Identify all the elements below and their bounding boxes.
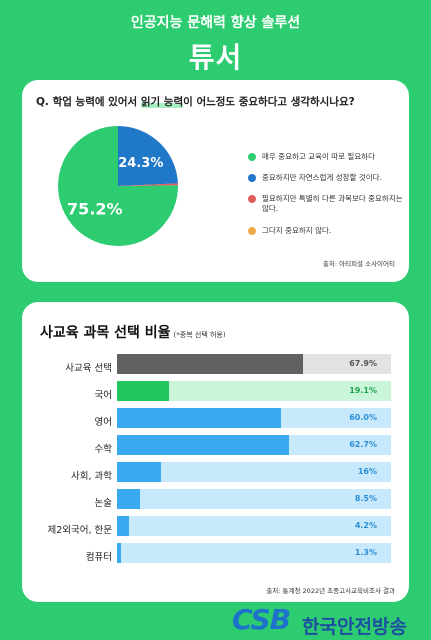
bar-row: 사교육 선택 67.9% [22, 354, 409, 381]
bar-chart: 사교육 선택 67.9% 국어 19.1% 영어 60.0% 수학 62.7% 사회, 과학 16… [22, 354, 409, 570]
csb-logo: CSB [232, 603, 291, 636]
pie-slice-label: 24.3% [118, 156, 163, 171]
bar-category-label: 영어 [94, 417, 112, 428]
bar-value-label: 16% [357, 467, 377, 476]
legend-label: 필요하지만 특별히 다른 과목보다 중요하지는 않다. [262, 194, 403, 214]
pie-slice [58, 126, 178, 246]
bar-subtitle: (*중복 선택 허용) [173, 331, 226, 339]
legend-dot [248, 174, 256, 183]
bar-source: 출처: 통계청 2022년 초중고사교육비조사 결과 [266, 587, 395, 595]
bar-track: 8.5% [117, 489, 391, 509]
legend-label: 매우 중요하고 교육이 따로 필요하다 [262, 152, 376, 161]
bar-track: 60.0% [117, 408, 391, 428]
bar-card: 사교육 과목 선택 비율 (*중복 선택 허용) 사교육 선택 67.9% 국어 19.… [22, 302, 409, 602]
bar-fill [117, 543, 121, 563]
bar-track: 67.9% [117, 354, 391, 374]
bar-category-label: 논술 [94, 498, 112, 509]
bar-value-label: 8.5% [354, 494, 377, 503]
survey-question: Q. 학업 능력에 있어서 읽기 능력이 어느정도 중요하다고 생각하시나요? [36, 94, 355, 109]
bar-category-label: 사회, 과학 [71, 471, 112, 482]
bar-row: 제2외국어, 한문 4.2% [22, 516, 409, 543]
bar-fill [117, 408, 282, 428]
question-highlight: 읽기 능력 [140, 96, 184, 108]
legend-item: 필요하지만 특별히 다른 과목보다 중요하지는 않다. [248, 194, 404, 214]
bar-value-label: 60.0% [349, 413, 377, 422]
pie-slice [118, 183, 178, 186]
question-prefix: Q. 학업 능력에 있어서 [36, 96, 141, 108]
broadcaster-name: 한국안전방송 [302, 616, 407, 638]
bar-value-label: 1.3% [354, 548, 377, 557]
legend-item: 그다지 중요하지 않다. [248, 226, 404, 236]
bar-fill [117, 435, 289, 455]
pie-chart: 75.2% 24.3% [58, 126, 178, 246]
bar-track: 16% [117, 462, 391, 482]
tagline: 인공지능 문해력 향상 솔루션 [130, 15, 301, 31]
legend-label: 중요하지만 자연스럽게 성장할 것이다. [262, 173, 382, 183]
bar-row: 수학 62.7% [22, 435, 409, 462]
bar-fill [117, 462, 161, 482]
bar-category-label: 사교육 선택 [65, 363, 112, 374]
survey-card: Q. 학업 능력에 있어서 읽기 능력이 어느정도 중요하다고 생각하시나요? … [22, 80, 409, 282]
bar-fill [117, 489, 141, 509]
legend-dot [248, 153, 256, 161]
bar-row: 사회, 과학 16% [22, 462, 409, 489]
bar-fill [117, 354, 304, 374]
legend-dot [248, 195, 256, 204]
bar-value-label: 67.9% [349, 359, 377, 368]
bar-value-label: 62.7% [349, 440, 377, 449]
bar-chart-title: 사교육 과목 선택 비율 (*중복 선택 허용) [40, 322, 226, 342]
bar-track: 62.7% [117, 435, 391, 455]
bar-track: 4.2% [117, 516, 391, 536]
bar-title: 사교육 과목 선택 비율 [40, 325, 171, 341]
bar-category-label: 컴퓨터 [85, 552, 112, 563]
question-suffix: 이 어느정도 중요하다고 생각하시나요? [183, 96, 355, 108]
bar-track: 19.1% [117, 381, 391, 401]
legend-item: 중요하지만 자연스럽게 성장할 것이다. [248, 173, 404, 183]
survey-source: 출처: 아티피셜 소사이어티 [322, 260, 395, 268]
legend-item: 매우 중요하고 교육이 따로 필요하다 [248, 152, 404, 162]
bar-category-label: 국어 [94, 390, 112, 401]
bar-row: 컴퓨터 1.3% [22, 543, 409, 570]
bar-category-label: 제2외국어, 한문 [47, 525, 112, 536]
bar-fill [117, 381, 170, 401]
bar-value-label: 19.1% [349, 386, 377, 395]
bar-value-label: 4.2% [354, 521, 377, 530]
brand-logo: 튜서 [188, 41, 243, 74]
pie-slice [118, 126, 178, 186]
bar-fill [117, 516, 129, 536]
bar-row: 영어 60.0% [22, 408, 409, 435]
broadcaster-logo: CSB 한국안전방송 [232, 603, 431, 640]
legend-dot [248, 226, 256, 235]
bar-category-label: 수학 [94, 444, 112, 455]
legend-label: 그다지 중요하지 않다. [262, 225, 332, 235]
bar-track: 1.3% [117, 543, 391, 563]
pie-slice-label: 75.2% [67, 199, 123, 218]
bar-row: 국어 19.1% [22, 381, 409, 408]
bar-row: 논술 8.5% [22, 489, 409, 516]
